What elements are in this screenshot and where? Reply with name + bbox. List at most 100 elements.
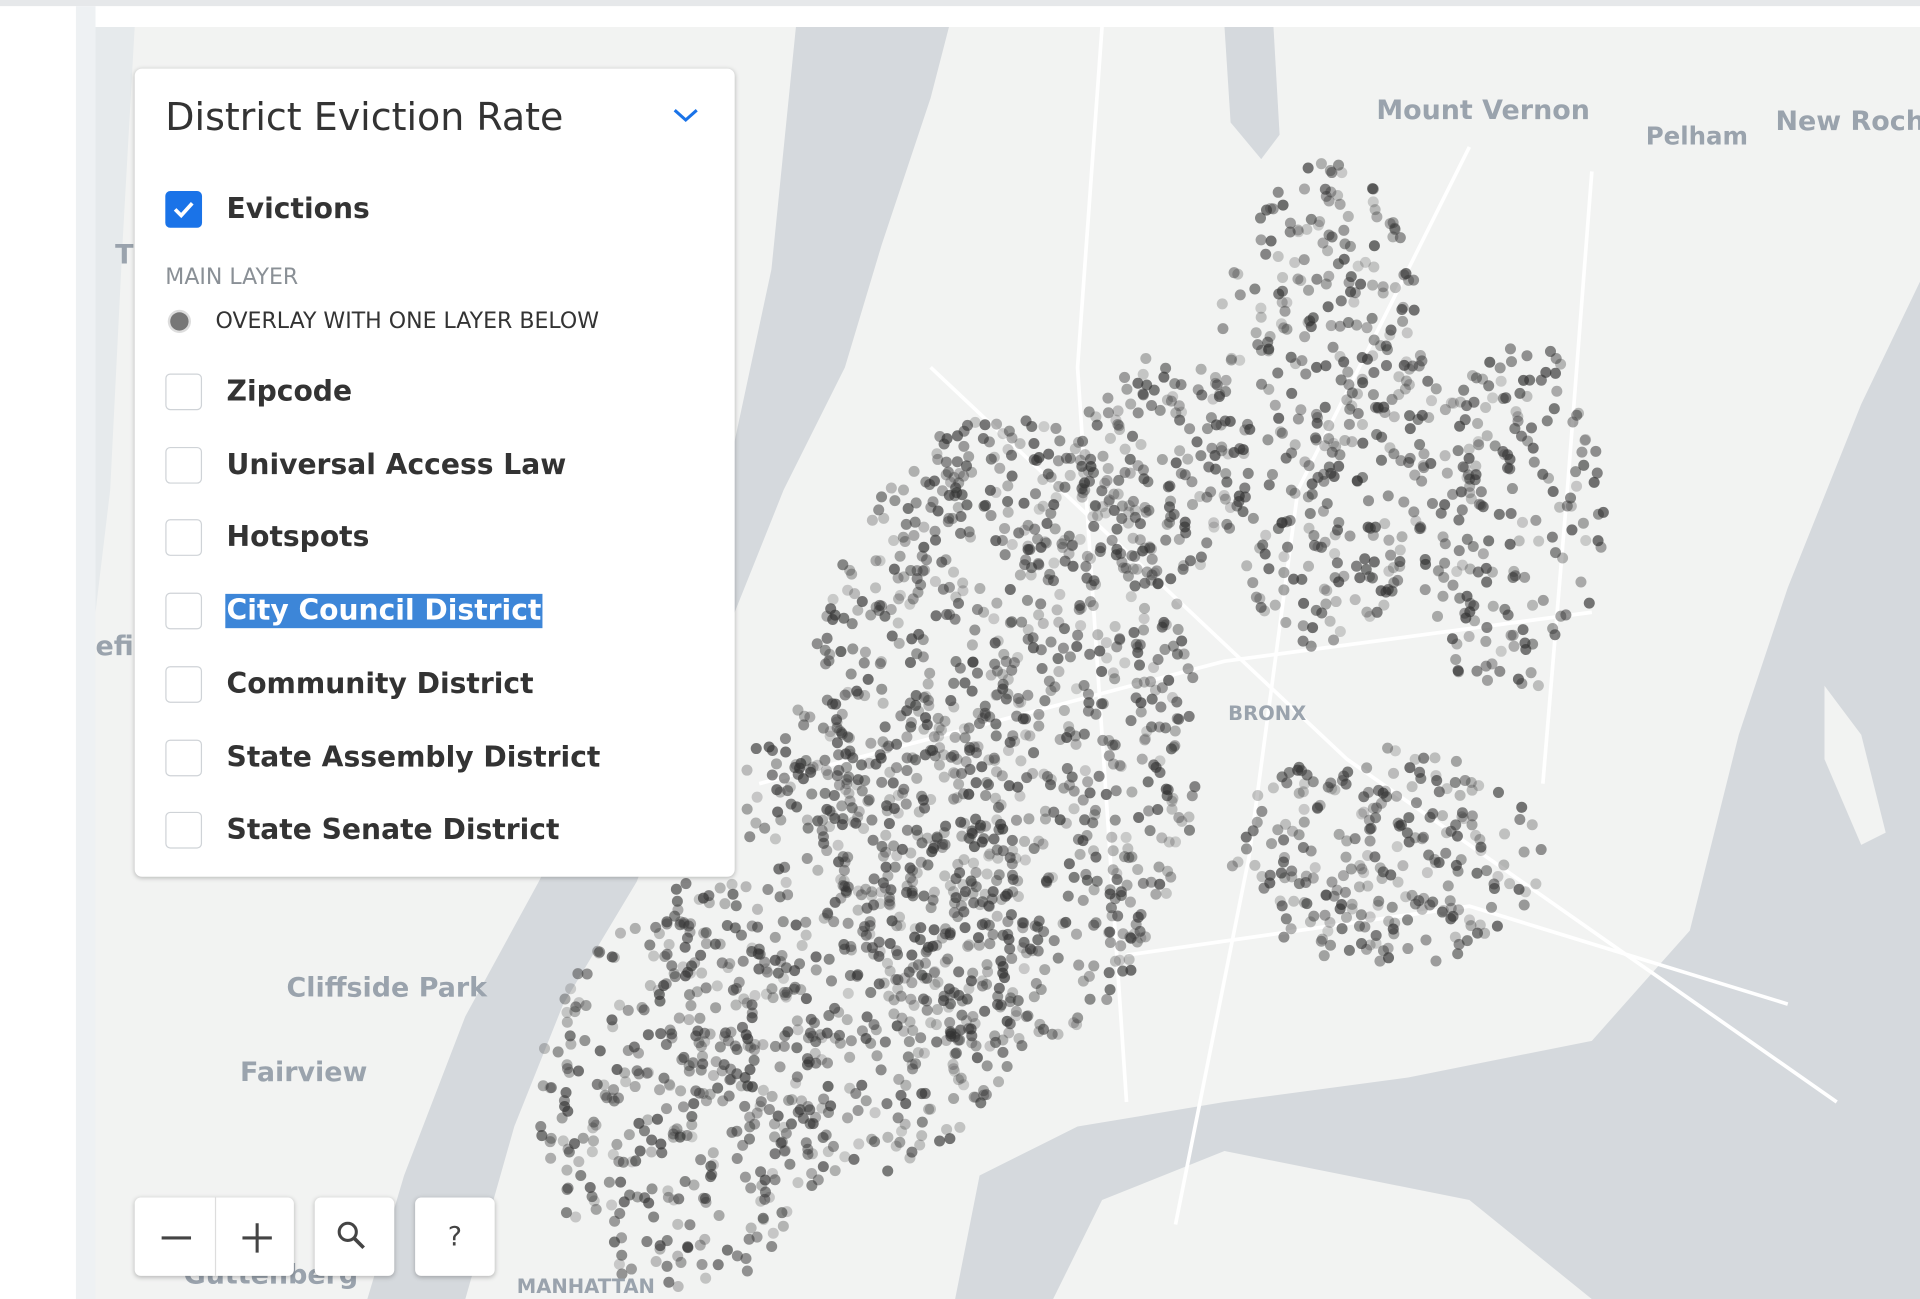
checkbox[interactable]: [165, 446, 203, 484]
eviction-point: [1182, 453, 1194, 465]
eviction-point: [922, 859, 934, 871]
eviction-point: [680, 878, 692, 890]
layer-label: Universal Access Law: [226, 449, 567, 481]
eviction-point: [1469, 474, 1481, 486]
eviction-point: [774, 1061, 786, 1073]
layer-option[interactable]: Universal Access Law: [165, 444, 567, 486]
eviction-point: [877, 850, 889, 862]
layer-option[interactable]: Evictions: [165, 189, 371, 231]
eviction-point: [1528, 456, 1540, 468]
eviction-point: [774, 891, 786, 903]
checkbox[interactable]: [165, 592, 203, 630]
eviction-point: [1079, 765, 1091, 777]
eviction-point: [849, 588, 861, 600]
checkbox[interactable]: [165, 812, 203, 849]
checkbox[interactable]: [165, 191, 203, 228]
eviction-point: [1139, 733, 1151, 745]
checkbox[interactable]: [165, 373, 203, 411]
checkbox[interactable]: [165, 738, 203, 776]
eviction-point: [1007, 987, 1019, 999]
eviction-point: [816, 1032, 828, 1044]
eviction-point: [860, 929, 872, 941]
eviction-point: [1114, 634, 1126, 646]
eviction-point: [895, 710, 907, 722]
eviction-point: [1378, 599, 1390, 611]
eviction-point: [853, 1138, 865, 1150]
check: [173, 202, 194, 219]
eviction-point: [860, 1095, 872, 1107]
eviction-point: [740, 881, 752, 893]
eviction-point: [1155, 701, 1167, 713]
eviction-point: [821, 1027, 833, 1039]
eviction-point: [1384, 329, 1396, 341]
eviction-point: [1408, 506, 1420, 518]
road: [1126, 904, 1789, 1006]
checkbox[interactable]: [165, 519, 203, 557]
eviction-point: [740, 1253, 752, 1265]
help-button[interactable]: ?: [415, 1197, 495, 1276]
eviction-point: [1088, 520, 1100, 532]
eviction-point: [1505, 629, 1517, 641]
eviction-point: [798, 710, 810, 722]
layer-option[interactable]: State Senate District: [165, 810, 560, 852]
eviction-point: [1141, 379, 1153, 391]
eviction-point: [1108, 488, 1120, 500]
checkbox[interactable]: [165, 665, 203, 703]
eviction-point: [641, 1067, 653, 1079]
eviction-point: [617, 1156, 629, 1168]
eviction-point: [658, 980, 670, 992]
eviction-point: [953, 778, 965, 790]
eviction-point: [785, 1118, 797, 1130]
eviction-point: [659, 950, 671, 962]
radio[interactable]: [170, 312, 189, 331]
eviction-point: [1323, 420, 1335, 432]
eviction-point: [1067, 560, 1079, 572]
eviction-point: [881, 957, 893, 969]
eviction-point: [1201, 423, 1214, 435]
layer-option[interactable]: State Assembly District: [165, 737, 601, 779]
eviction-point: [1077, 894, 1089, 906]
layer-option[interactable]: City Council District: [165, 590, 543, 632]
eviction-point: [1353, 881, 1365, 893]
eviction-point: [1064, 469, 1076, 481]
search-button[interactable]: [314, 1197, 395, 1276]
eviction-point: [1367, 350, 1379, 362]
eviction-point: [824, 648, 836, 660]
eviction-point: [1301, 223, 1313, 235]
eviction-point: [879, 721, 891, 733]
eviction-point: [730, 900, 742, 912]
eviction-point: [1401, 327, 1413, 339]
eviction-point: [712, 1082, 724, 1094]
eviction-point: [955, 816, 967, 828]
collapse-toggle[interactable]: [671, 105, 700, 125]
eviction-point: [1286, 865, 1298, 877]
eviction-point: [726, 1126, 738, 1138]
eviction-point: [934, 742, 946, 754]
eviction-point: [1322, 301, 1334, 313]
eviction-point: [1312, 801, 1324, 813]
zoom-in[interactable]: [242, 1223, 272, 1253]
eviction-point: [1326, 167, 1338, 179]
eviction-point: [1039, 805, 1051, 817]
eviction-point: [1364, 939, 1376, 951]
eviction-point: [1319, 909, 1331, 921]
eviction-point: [970, 881, 982, 893]
eviction-point: [1592, 535, 1604, 547]
eviction-point: [1275, 318, 1287, 330]
eviction-point: [1074, 533, 1086, 545]
eviction-point: [904, 872, 916, 884]
layer-option[interactable]: Community District: [165, 663, 535, 705]
eviction-point: [996, 893, 1008, 905]
eviction-point: [650, 921, 662, 933]
eviction-point: [648, 950, 660, 962]
eviction-point: [881, 1098, 893, 1110]
eviction-point: [1473, 780, 1485, 792]
layer-option[interactable]: Zipcode: [165, 371, 353, 413]
layer-option[interactable]: Hotspots: [165, 517, 370, 559]
eviction-point: [1066, 771, 1078, 783]
eviction-point: [1398, 496, 1410, 508]
eviction-point: [1125, 964, 1137, 976]
eviction-point: [1272, 522, 1284, 534]
eviction-point: [990, 730, 1002, 742]
overlay-option[interactable]: OVERLAY WITH ONE LAYER BELOW: [165, 309, 599, 334]
